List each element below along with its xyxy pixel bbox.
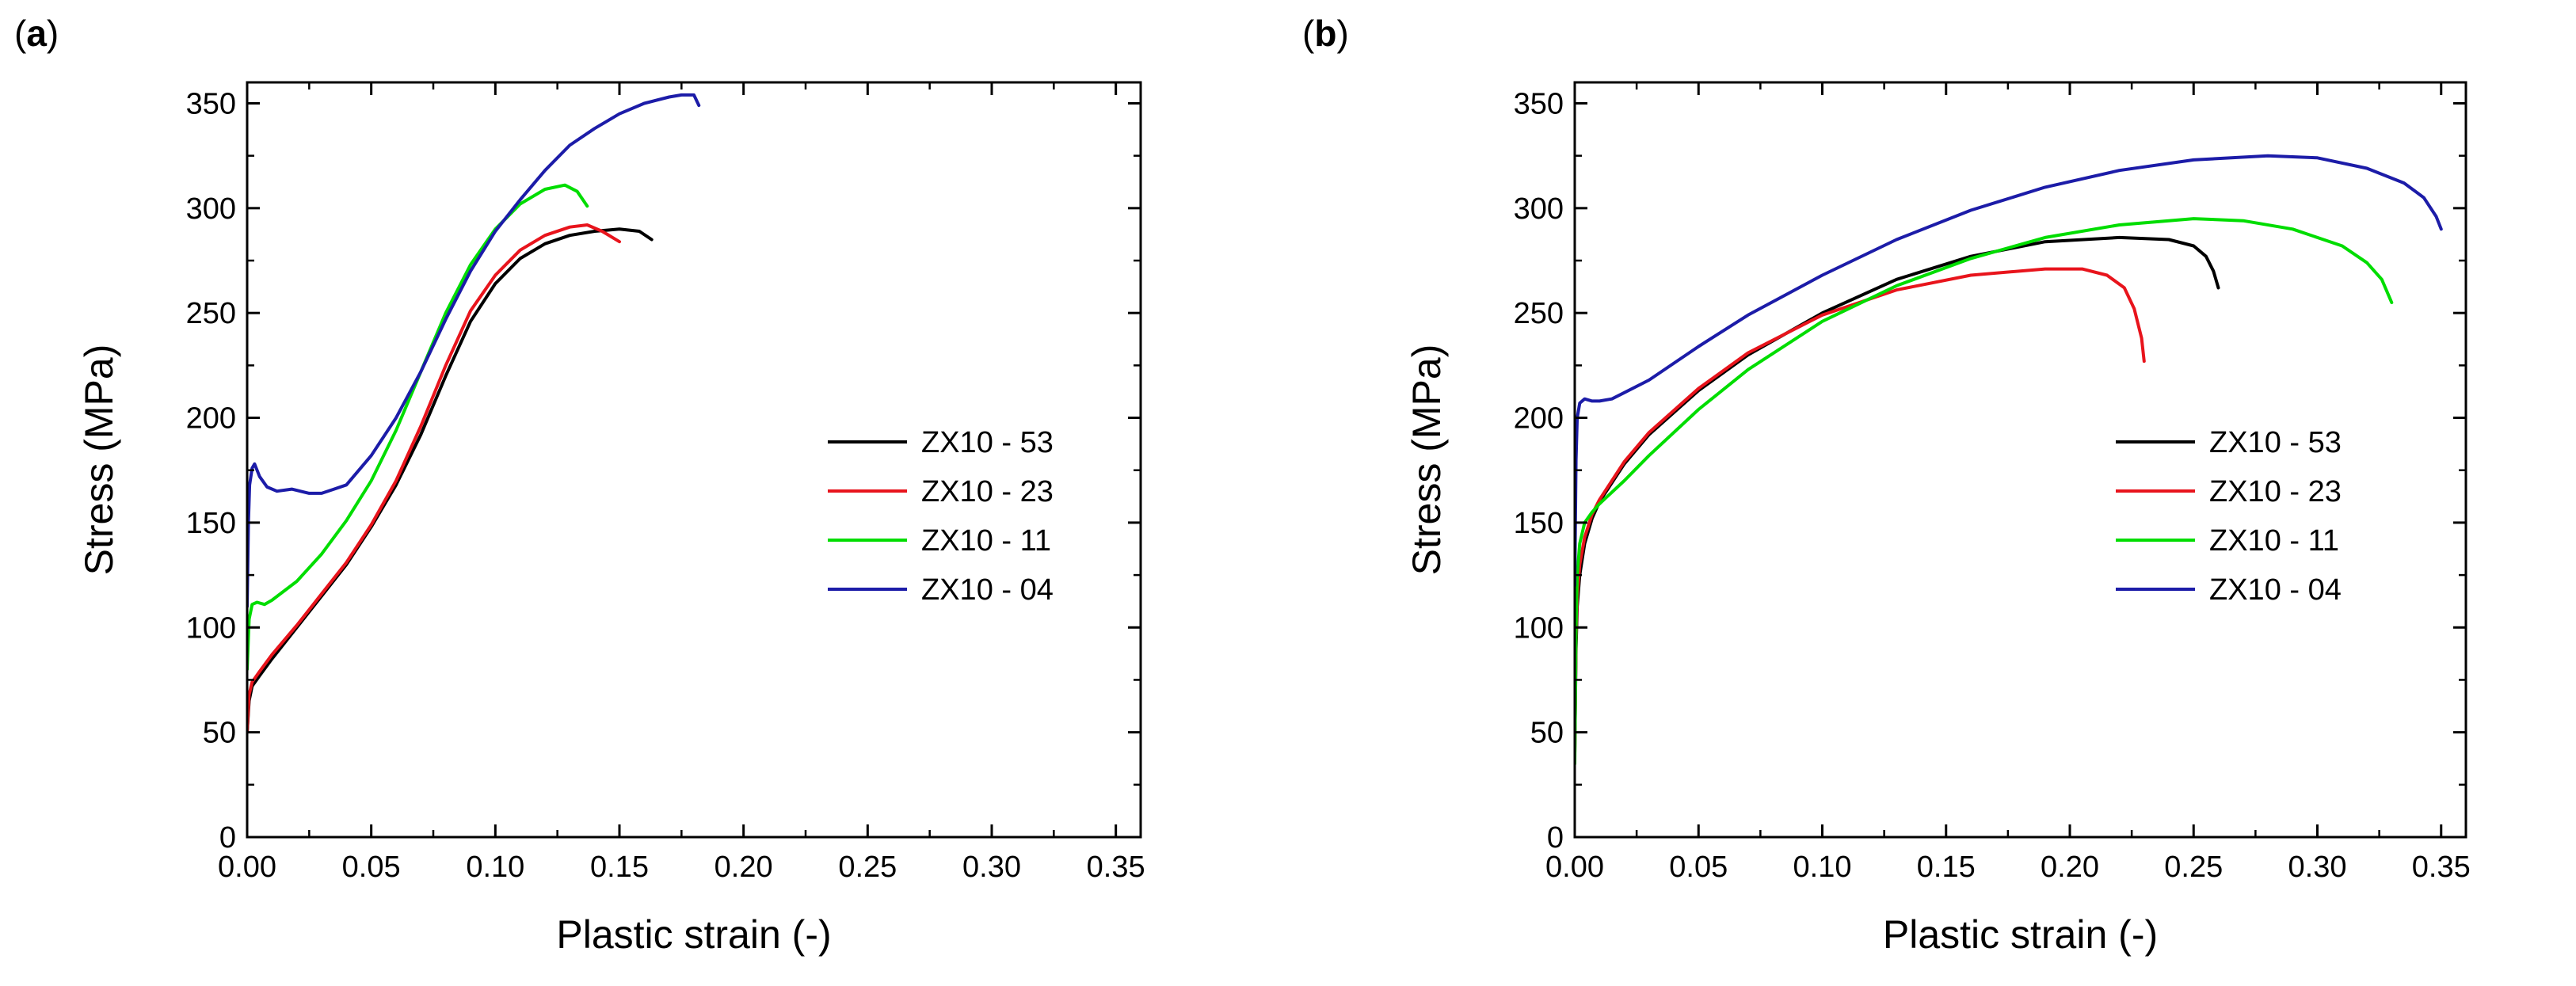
legend-label-b: ZX10 - 53 — [2209, 426, 2342, 459]
y-axis-title-a: Stress (MPa) — [77, 345, 121, 576]
y-tick-label-a: 350 — [186, 87, 236, 120]
x-tick-label-b: 0.30 — [2288, 851, 2347, 884]
x-tick-label-a: 0.10 — [466, 851, 524, 884]
series-group-a — [247, 93, 701, 734]
chart-panel-b: (b) 0.00 0.05 0.10 0.15 0.20 0.25 0.30 0.35 0 50 10… — [1288, 0, 2576, 986]
x-tick-label-a: 0.25 — [838, 851, 897, 884]
y-tick-label-b: 350 — [1514, 87, 1564, 120]
y-axis-title-b: Stress (MPa) — [1404, 345, 1449, 576]
x-tick-label-a: 0.15 — [590, 851, 649, 884]
series-line-b-2 — [1575, 217, 2394, 766]
series-line-a-0 — [247, 227, 654, 734]
x-tick-label-a: 0.20 — [714, 851, 773, 884]
y-tick-label-a: 300 — [186, 192, 236, 226]
x-tick-label-a: 0.30 — [962, 851, 1021, 884]
panel-label-b: (b) — [1302, 13, 1349, 54]
x-tick-label-a: 0.00 — [218, 851, 276, 884]
series-group-b — [1575, 154, 2443, 766]
panel-label-a: (a) — [14, 13, 59, 54]
legend-label-a: ZX10 - 04 — [921, 573, 1054, 607]
legend-label-a: ZX10 - 53 — [921, 426, 1054, 459]
series-line-b-3 — [1575, 154, 2443, 588]
legend-label-b: ZX10 - 23 — [2209, 475, 2342, 508]
y-tick-label-b: 300 — [1514, 192, 1564, 226]
plot-frame-b — [1573, 81, 2467, 839]
legend-b: ZX10 - 53 ZX10 - 23 ZX10 - 11 ZX10 - 04 — [2116, 426, 2342, 607]
y-tick-label-b: 50 — [1530, 717, 1564, 750]
legend-label-b: ZX10 - 11 — [2209, 524, 2339, 558]
x-tick-label-b: 0.20 — [2041, 851, 2099, 884]
chart-a-svg: (a) 0.00 0.05 0.10 0.15 0.20 0.25 0.30 0.35 0 50 10… — [14, 13, 1145, 957]
x-tick-label-a: 0.35 — [1087, 851, 1145, 884]
legend-label-a: ZX10 - 23 — [921, 475, 1054, 508]
chart-b-svg: (b) 0.00 0.05 0.10 0.15 0.20 0.25 0.30 0.35 0 50 10… — [1302, 13, 2471, 957]
y-tick-label-b: 150 — [1514, 507, 1564, 540]
y-tick-label-b: 0 — [1547, 821, 1564, 855]
plot-frame-a — [246, 81, 1142, 839]
y-tick-label-a: 50 — [203, 717, 236, 750]
y-tick-label-a: 100 — [186, 611, 236, 645]
series-line-a-3 — [247, 93, 701, 608]
y-tick-label-a: 250 — [186, 297, 236, 330]
series-line-b-1 — [1575, 267, 2146, 756]
series-line-b-0 — [1575, 235, 2220, 756]
x-tick-label-b: 0.25 — [2164, 851, 2223, 884]
y-tick-label-a: 150 — [186, 507, 236, 540]
x-axis-title-b: Plastic strain (-) — [1883, 912, 2158, 957]
x-tick-label-b: 0.15 — [1917, 851, 1976, 884]
y-tick-label-b: 250 — [1514, 297, 1564, 330]
legend-label-a: ZX10 - 11 — [921, 524, 1051, 558]
chart-panel-a: (a) 0.00 0.05 0.10 0.15 0.20 0.25 0.30 0.35 0 50 10… — [14, 13, 1145, 957]
y-tick-label-a: 200 — [186, 402, 236, 436]
x-tick-label-a: 0.05 — [342, 851, 401, 884]
series-line-a-2 — [247, 183, 589, 672]
x-axis-title-a: Plastic strain (-) — [556, 912, 831, 957]
y-tick-label-b: 200 — [1514, 402, 1564, 436]
legend-a: ZX10 - 53 ZX10 - 23 ZX10 - 11 ZX10 - 04 — [828, 426, 1054, 607]
y-tick-label-b: 100 — [1514, 611, 1564, 645]
x-tick-label-b: 0.35 — [2412, 851, 2471, 884]
x-tick-label-b: 0.00 — [1545, 851, 1604, 884]
y-tick-label-a: 0 — [219, 821, 236, 855]
x-tick-label-b: 0.05 — [1669, 851, 1728, 884]
legend-label-b: ZX10 - 04 — [2209, 573, 2342, 607]
series-line-a-1 — [247, 223, 621, 734]
x-tick-label-b: 0.10 — [1793, 851, 1852, 884]
